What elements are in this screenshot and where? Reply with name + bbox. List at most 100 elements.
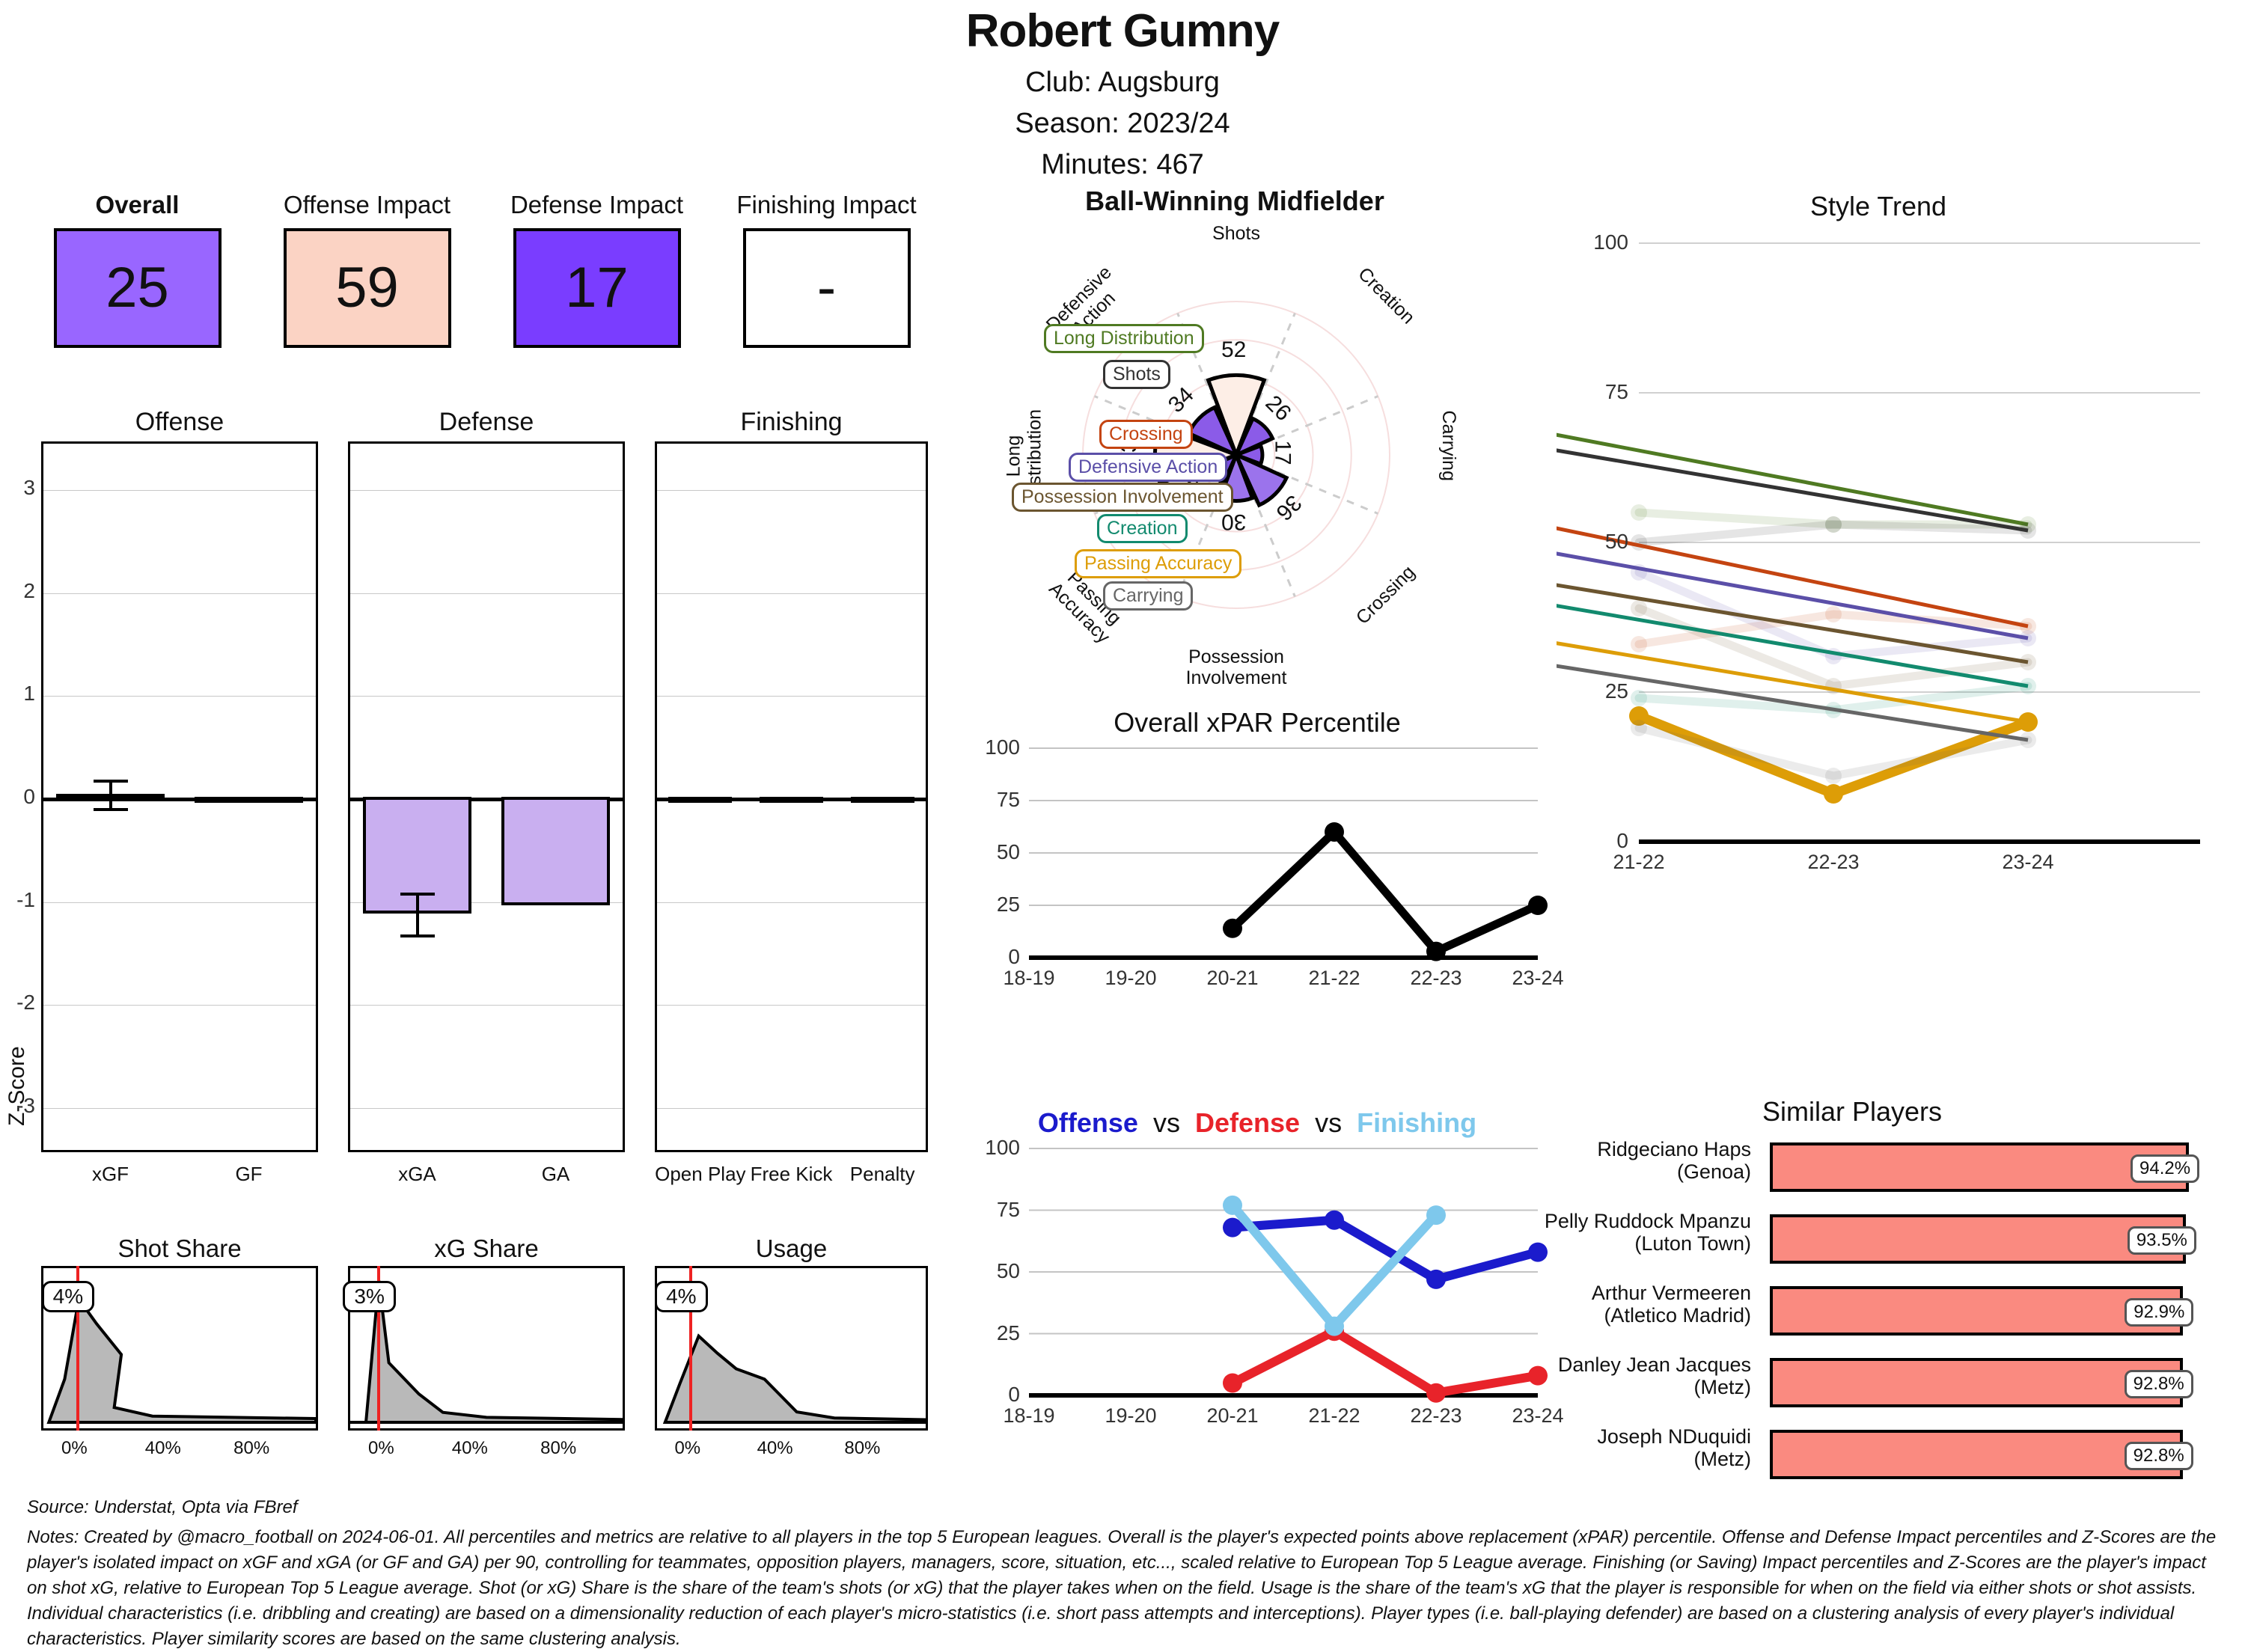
zscore-xlabel: Open Play: [655, 1163, 746, 1185]
zscore-gridline: [657, 696, 926, 697]
similar-player-name-text: Joseph NDuquidi: [1597, 1425, 1751, 1448]
similar-player-name: Arthur Vermeeren (Atletico Madrid): [1459, 1282, 1751, 1327]
impact-cards: Overall 25 Offense Impact 59 Defense Impact 1…: [22, 191, 943, 348]
zscore-panel-title-1: Defense: [439, 408, 534, 436]
density-xtick: 40%: [757, 1438, 793, 1458]
similar-player-row: Danley Jean Jacques (Metz) 92.8%: [1459, 1353, 2245, 1412]
zscore-gridline: [43, 1108, 316, 1110]
radar-chart: Ball-Winning Midfielder 52 Shots 26 Creatio…: [973, 186, 1497, 688]
chart-xtick: 19-20: [1105, 967, 1157, 989]
chart-ytick: 100: [985, 735, 1020, 759]
zscore-ytick: -3: [16, 1094, 35, 1118]
offense-defense-finishing-chart: Offense vs Defense vs Finishing 100 75 50 2…: [950, 1107, 1564, 1496]
zscore-errorbar-cap: [400, 893, 435, 896]
density-value-flag: 3%: [343, 1281, 396, 1312]
style-legend-long-distribution: Long Distribution: [1044, 324, 1204, 353]
zscore-gridline: [43, 696, 316, 697]
chart-xtick: 20-21: [1206, 967, 1259, 989]
similar-player-bar: [1770, 1142, 2189, 1192]
zscore-ytick: 2: [23, 578, 35, 602]
similar-player-row: Ridgeciano Haps (Genoa) 94.2%: [1459, 1138, 2245, 1196]
style-xtick: 23-24: [2002, 851, 2054, 873]
radar-segment-value: 17: [1270, 440, 1295, 465]
chart-ytick: 0: [1008, 1383, 1020, 1406]
chart-ytick: 100: [985, 1136, 1020, 1159]
zscore-panel-title-2: Finishing: [740, 408, 843, 436]
density-value-flag: 4%: [41, 1281, 95, 1312]
similar-player-bar: [1770, 1286, 2184, 1336]
density-section: Shot Share 4% 0% 40% 80% xG Share 3% 0% 40% 80% Us…: [0, 1235, 943, 1481]
density-xtick: 0%: [61, 1438, 88, 1458]
impact-card-value-box: 17: [513, 228, 681, 348]
style-ytick: 0: [1616, 829, 1628, 852]
chart-ytick: 50: [996, 1259, 1020, 1282]
zscore-bar: [501, 797, 610, 905]
density-xtick: 0%: [674, 1438, 701, 1458]
zscore-gridline: [43, 902, 316, 903]
similar-player-name-text: Danley Jean Jacques: [1557, 1353, 1751, 1376]
player-header: Robert Gumny Club: Augsburg Season: 2023…: [0, 0, 2245, 181]
radar-axis-label: Shots: [1212, 223, 1260, 244]
zscore-errorbar: [109, 779, 112, 809]
radar-segment-value: 52: [1221, 337, 1247, 363]
zscore-zero-line: [43, 798, 316, 801]
chart-xtick: 18-19: [1003, 1404, 1055, 1427]
chart-ytick: 25: [996, 893, 1020, 916]
chart-xtick: 19-20: [1105, 1404, 1157, 1427]
impact-card-label: Defense Impact: [510, 191, 684, 218]
density-marker-line: [377, 1266, 381, 1431]
season-line: Season: 2023/24: [1015, 108, 1230, 139]
style-xtick: 22-23: [1807, 851, 1860, 873]
chart-ytick: 75: [996, 1197, 1020, 1221]
similar-player-name-text: Arthur Vermeeren: [1591, 1282, 1751, 1304]
impact-card-value-box: -: [742, 228, 911, 348]
zscore-bar: [195, 797, 303, 804]
xpar-chart: Overall xPAR Percentile 100 75 50 25 0 18-19 1…: [950, 707, 1564, 1036]
similar-players-section: Similar Players Ridgeciano Haps (Genoa) 94…: [1459, 1096, 2245, 1500]
zscore-gridline: [657, 1005, 926, 1006]
chart-xtick: 23-24: [1512, 1404, 1564, 1427]
style-ytick: 75: [1604, 380, 1628, 403]
zscore-gridline: [657, 593, 926, 594]
zscore-bar: [668, 797, 733, 803]
zscore-gridline: [43, 1005, 316, 1006]
similar-player-club-text: (Metz): [1693, 1376, 1752, 1399]
density-marker-line: [689, 1266, 693, 1431]
zscore-gridline: [657, 1108, 926, 1110]
style-legend-defensive-action: Defensive Action: [1069, 453, 1228, 482]
style-xtick: 21-22: [1613, 851, 1665, 873]
similar-player-club-text: (Atletico Madrid): [1604, 1304, 1751, 1327]
zscore-gridline: [350, 1005, 623, 1006]
zscore-xlabel: xGF: [91, 1163, 129, 1185]
similar-player-name: Joseph NDuquidi (Metz): [1459, 1425, 1751, 1470]
similar-player-pct: 93.5%: [2127, 1226, 2196, 1255]
style-legend-creation: Creation: [1097, 514, 1188, 543]
similar-player-bar: [1770, 1214, 2186, 1264]
similar-player-bar: [1770, 1430, 2183, 1479]
density-xtick: 80%: [844, 1438, 881, 1458]
zscore-xlabel: xGA: [398, 1163, 436, 1185]
zscore-xlabel: Free Kick: [750, 1163, 833, 1185]
zscore-gridline: [350, 489, 623, 491]
ovd-title-part-3: vs: [1315, 1107, 1343, 1138]
zscore-ytick: 3: [23, 475, 35, 499]
zscore-panel-title-0: Offense: [135, 408, 224, 436]
zscore-gridline: [43, 593, 316, 594]
similar-player-name: Danley Jean Jacques (Metz): [1459, 1353, 1751, 1398]
zscore-xlabel: GF: [235, 1163, 263, 1185]
style-legend-passing-accuracy: Passing Accuracy: [1075, 549, 1242, 578]
style-legend-possession-involvement: Possession Involvement: [1012, 483, 1233, 512]
density-title-2: Usage: [755, 1235, 828, 1262]
density-xtick: 80%: [233, 1438, 270, 1458]
zscore-errorbar-cap: [400, 934, 435, 938]
chart-xtick: 21-22: [1308, 967, 1360, 989]
club-line: Club: Augsburg: [1025, 67, 1220, 98]
chart-ytick: 50: [996, 840, 1020, 863]
zscore-xlabel: Penalty: [849, 1163, 915, 1185]
radar-segment-value: 30: [1221, 509, 1247, 534]
style-trend-title: Style Trend: [1809, 191, 1947, 221]
impact-card-value-box: 59: [283, 228, 451, 348]
similar-player-name: Pelly Ruddock Mpanzu (Luton Town): [1459, 1210, 1751, 1255]
similar-player-pct: 92.8%: [2124, 1442, 2193, 1470]
radar-axis-label: Carrying: [1438, 410, 1459, 481]
